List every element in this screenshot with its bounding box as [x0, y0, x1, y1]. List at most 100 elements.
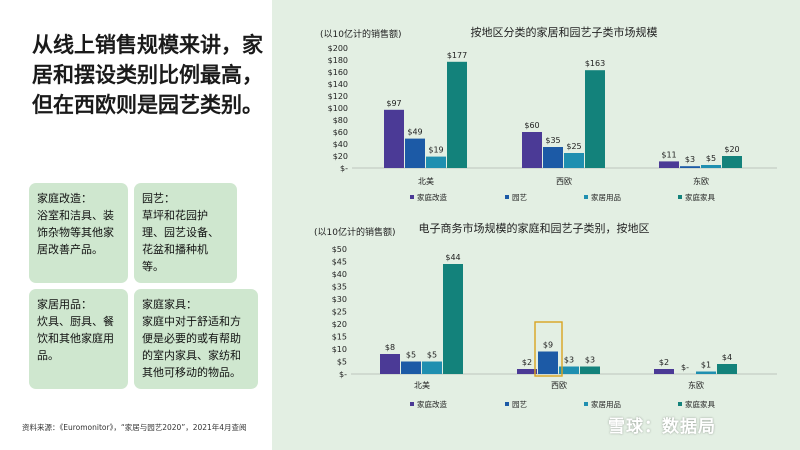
left-panel: 从线上销售规模来讲，家居和摆设类别比例最高，但在西欧则是园艺类别。 家庭改造： … — [0, 0, 272, 450]
bar — [426, 156, 446, 168]
bar — [559, 366, 579, 374]
card-title: 家庭家具： — [142, 298, 197, 311]
card-homewares: 家居用品： 炊具、厨具、餐饮和其他家庭用品。 — [29, 289, 128, 389]
y-tick-label: $40 — [333, 140, 348, 149]
legend-label: 家居用品 — [591, 192, 621, 202]
data-label: $3 — [685, 155, 695, 164]
y-tick-label: $50 — [332, 245, 347, 254]
bar — [517, 369, 537, 374]
bar — [538, 351, 558, 374]
card-text: 草坪和花园护理、园艺设备、花盆和播种机等。 — [142, 209, 219, 273]
legend-label: 园艺 — [512, 193, 527, 202]
charts-canvas: 按地区分类的家居和园艺子类市场规模 (以10亿计的销售额) $- $20 $40 $60 $… — [314, 25, 777, 409]
legend-swatch — [505, 195, 509, 199]
y-tick-label: $5 — [337, 358, 347, 367]
bar — [380, 354, 400, 374]
y-tick-label: $30 — [332, 295, 347, 304]
bar — [585, 70, 605, 168]
source-note: 资料来源：《Euromonitor》，“家居与园艺2020”，2021年4月查阅 — [22, 423, 247, 432]
data-label: $19 — [428, 146, 443, 155]
bar — [654, 369, 674, 374]
legend-swatch — [678, 402, 682, 406]
card-home-improvement: 家庭改造： 浴室和洁具、装饰杂物等其他家居改善产品。 — [29, 183, 128, 283]
legend-label: 家庭家具 — [685, 192, 715, 202]
bar — [405, 138, 425, 168]
card-home-furnishings: 家庭家具： 家庭中对于舒适和方便是必要的或有帮助的室内家具、家纺和其他可移动的物… — [134, 289, 258, 389]
y-tick-label: $160 — [328, 68, 348, 77]
y-tick-label: $40 — [332, 270, 347, 279]
data-label: $163 — [585, 59, 605, 68]
data-label: $3 — [564, 356, 574, 365]
legend-swatch — [584, 402, 588, 406]
legend-swatch — [584, 195, 588, 199]
legend-swatch — [505, 402, 509, 406]
watermark: 雪球：数据局 — [608, 417, 716, 437]
y-tick-label: $180 — [328, 56, 348, 65]
data-label: $5 — [427, 351, 437, 360]
y-tick-label: $- — [339, 370, 347, 379]
data-label: $5 — [406, 351, 416, 360]
card-title: 园艺： — [142, 192, 175, 205]
bar — [564, 153, 584, 168]
bar — [680, 166, 700, 168]
card-gardening: 园艺： 草坪和花园护理、园艺设备、花盆和播种机等。 — [134, 183, 237, 283]
x-tick-label: 东欧 — [693, 176, 709, 186]
data-label: $3 — [585, 356, 595, 365]
data-label: $4 — [722, 353, 732, 362]
data-label: $2 — [522, 358, 532, 367]
legend-label: 家庭改造 — [417, 192, 447, 202]
data-label: $97 — [386, 99, 401, 108]
y-axis-label: (以10亿计的销售额) — [320, 28, 401, 40]
card-text: 炊具、厨具、餐饮和其他家庭用品。 — [37, 315, 114, 362]
data-label: $11 — [661, 150, 676, 159]
card-text: 家庭中对于舒适和方便是必要的或有帮助的室内家具、家纺和其他可移动的物品。 — [142, 315, 241, 379]
y-tick-label: $120 — [328, 92, 348, 101]
y-tick-label: $15 — [332, 333, 347, 342]
data-label: $177 — [447, 51, 467, 60]
data-label: $60 — [524, 121, 539, 130]
legend-swatch — [410, 195, 414, 199]
card-text: 浴室和洁具、装饰杂物等其他家居改善产品。 — [37, 209, 114, 256]
x-tick-label: 西欧 — [556, 176, 572, 186]
y-tick-label: $80 — [333, 116, 348, 125]
data-label: $49 — [407, 128, 422, 137]
data-label: $8 — [385, 343, 395, 352]
legend-label: 家庭改造 — [417, 399, 447, 409]
data-label: $- — [681, 363, 689, 372]
bar — [443, 264, 463, 374]
y-tick-label: $20 — [333, 152, 348, 161]
legend-swatch — [678, 195, 682, 199]
data-label: $35 — [545, 136, 560, 145]
bar — [384, 109, 404, 168]
right-panel: 按地区分类的家居和园艺子类市场规模 (以10亿计的销售额) $- $20 $40 $60 $… — [272, 0, 800, 450]
card-title: 家庭改造： — [37, 192, 92, 205]
y-tick-label: $35 — [332, 283, 347, 292]
bar — [717, 364, 737, 374]
bar — [422, 361, 442, 374]
y-tick-label: $140 — [328, 80, 348, 89]
legend-swatch — [410, 402, 414, 406]
chart-title: 电子商务市场规模的家庭和园艺子类别，按地区 — [419, 221, 650, 235]
y-tick-label: $100 — [328, 104, 348, 113]
y-tick-label: $45 — [332, 258, 347, 267]
bar — [696, 371, 716, 374]
data-label: $20 — [724, 145, 739, 154]
legend-label: 园艺 — [512, 400, 527, 409]
x-tick-label: 西欧 — [551, 380, 567, 390]
data-label: $5 — [706, 154, 716, 163]
data-label: $2 — [659, 358, 669, 367]
x-tick-label: 北美 — [418, 176, 434, 186]
card-title: 家居用品： — [37, 298, 92, 311]
bar — [580, 366, 600, 374]
data-label: $25 — [566, 142, 581, 151]
bar — [522, 132, 542, 168]
bar — [722, 156, 742, 168]
data-label: $9 — [543, 341, 553, 350]
x-tick-label: 北美 — [414, 380, 430, 390]
bar — [701, 165, 721, 168]
headline: 从线上销售规模来讲，家居和摆设类别比例最高，但在西欧则是园艺类别。 — [32, 33, 263, 117]
legend-label: 家庭家具 — [685, 399, 715, 409]
bar — [447, 61, 467, 168]
data-label: $1 — [701, 361, 711, 370]
y-tick-label: $20 — [332, 320, 347, 329]
